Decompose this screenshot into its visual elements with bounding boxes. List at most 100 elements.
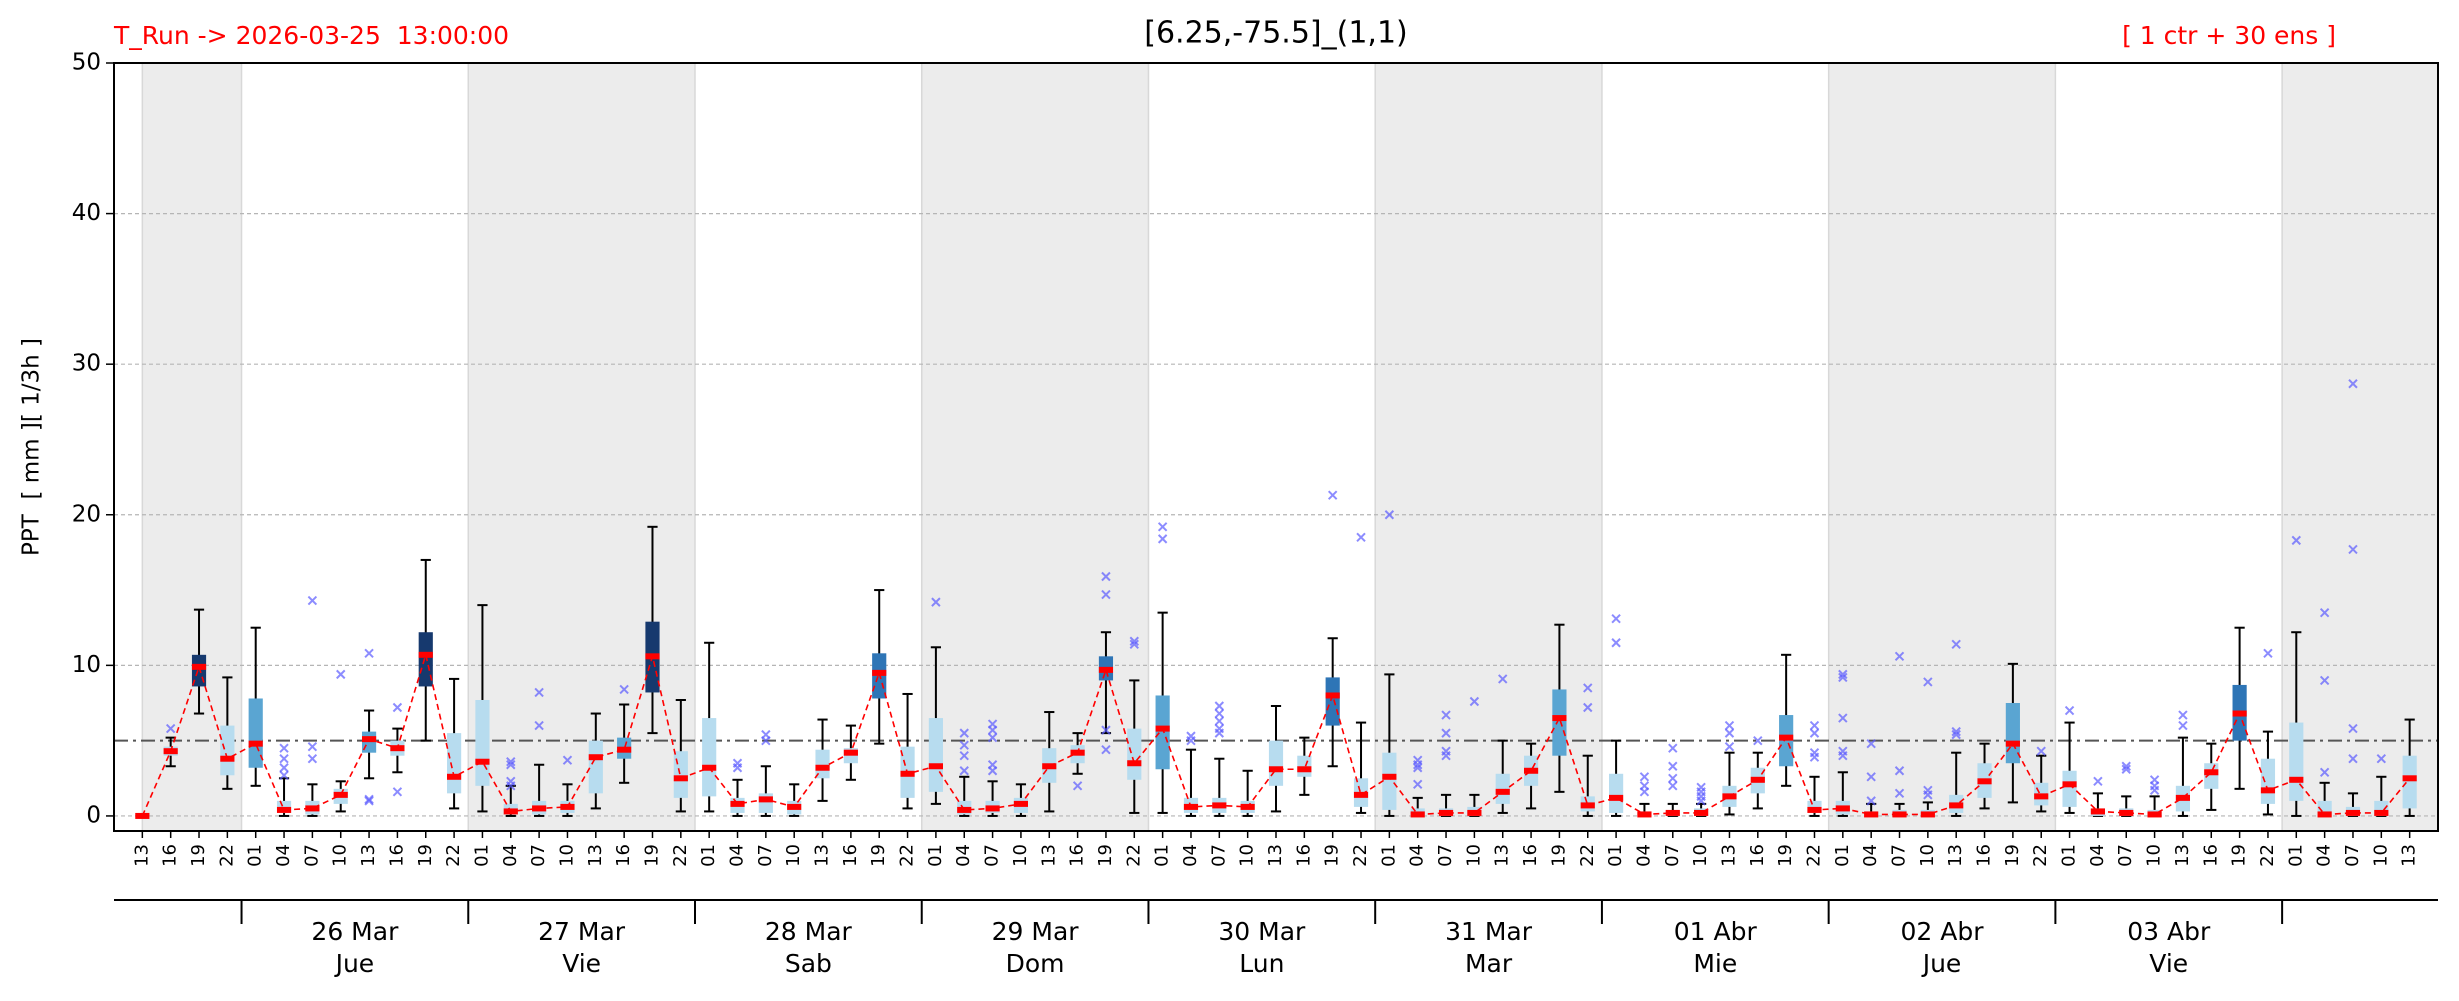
box <box>1779 715 1794 767</box>
day-date: 30 Mar <box>1218 917 1306 946</box>
outlier <box>1072 781 1083 791</box>
outlier <box>987 766 998 776</box>
outlier <box>1923 790 1933 800</box>
outlier <box>1611 613 1621 624</box>
box <box>673 751 688 798</box>
box <box>758 793 773 813</box>
outlier <box>2178 710 2188 720</box>
day-shade <box>142 63 242 831</box>
x-tick-label: 04 <box>953 844 974 867</box>
outlier <box>959 740 969 750</box>
outlier <box>959 728 969 738</box>
outlier <box>1923 677 1933 687</box>
outlier <box>1724 741 1735 752</box>
chart-title: [6.25,-75.5]_(1,1) <box>1144 16 1407 51</box>
day-weekday: Mie <box>1693 949 1737 978</box>
x-tick-label: 07 <box>1435 844 1456 867</box>
members-label: [ 1 ctr + 30 ens ] <box>2122 21 2336 50</box>
x-tick-label: 13 <box>1492 844 1513 867</box>
box <box>418 632 433 687</box>
x-tick-label: 04 <box>727 844 748 867</box>
outlier <box>1668 773 1678 784</box>
outlier <box>987 732 998 743</box>
outlier <box>761 735 771 746</box>
box <box>2062 770 2077 807</box>
outlier <box>562 755 573 765</box>
outlier <box>2348 754 2358 764</box>
y-tick-label: 20 <box>72 501 101 527</box>
outlier <box>1809 752 1820 762</box>
outlier <box>1101 589 1111 600</box>
outlier <box>1214 728 1225 738</box>
y-tick-label: 0 <box>86 802 101 828</box>
x-tick-label: 16 <box>1293 844 1314 867</box>
day-shade <box>468 63 695 831</box>
box <box>1127 728 1142 780</box>
outlier <box>1413 763 1423 773</box>
outlier <box>1809 728 1820 738</box>
x-tick-label: 13 <box>812 844 833 867</box>
x-tick-label: 07 <box>755 844 776 867</box>
x-tick-label: 13 <box>358 844 379 867</box>
outlier <box>1894 766 1905 776</box>
x-tick-label: 19 <box>641 844 662 867</box>
outlier <box>1668 743 1678 753</box>
outlier <box>2064 705 2075 716</box>
x-tick-label: 13 <box>1038 844 1059 867</box>
x-tick-label: 22 <box>1577 844 1598 867</box>
outlier <box>1129 639 1139 649</box>
outlier <box>1384 510 1395 520</box>
outlier <box>392 787 403 797</box>
outlier <box>279 770 289 780</box>
outlier <box>1639 772 1650 782</box>
outlier <box>1186 735 1196 746</box>
x-tick-label: 07 <box>2342 844 2363 867</box>
box <box>1382 752 1397 810</box>
outlier <box>336 669 346 680</box>
box <box>2260 758 2276 804</box>
x-tick-label: 07 <box>982 844 1003 867</box>
outlier <box>534 720 544 731</box>
outlier <box>364 648 374 659</box>
box <box>872 653 887 699</box>
day-shade <box>2282 63 2438 831</box>
x-tick-label: 07 <box>1208 844 1229 867</box>
box <box>1609 773 1624 813</box>
outlier <box>2093 776 2103 787</box>
outlier <box>2121 764 2131 774</box>
box <box>1325 677 1340 726</box>
control-line <box>141 651 2411 817</box>
x-tick-label: 19 <box>1775 844 1796 867</box>
outlier <box>307 741 318 752</box>
outlier <box>1866 772 1876 782</box>
day-date: 01 Abr <box>1674 917 1758 946</box>
outlier <box>1583 702 1593 713</box>
day-shade <box>1375 63 1602 831</box>
x-tick-label: 16 <box>1974 844 1995 867</box>
outlier <box>1696 796 1706 806</box>
day-weekday: Dom <box>1006 949 1065 978</box>
outlier <box>1668 781 1678 791</box>
box <box>702 718 717 797</box>
day-date: 03 Abr <box>2127 917 2211 946</box>
outlier <box>1753 735 1763 746</box>
day-weekday: Sab <box>785 949 832 978</box>
outlier <box>732 763 743 773</box>
x-tick-label: 22 <box>1803 844 1824 867</box>
x-tick-label: 13 <box>2172 844 2193 867</box>
x-tick-label: 22 <box>2257 844 2278 867</box>
x-tick-label: 16 <box>1520 844 1541 867</box>
x-tick-label: 04 <box>500 844 521 867</box>
y-tick-label: 50 <box>72 50 101 76</box>
outlier <box>1866 738 1876 749</box>
x-tick-label: 22 <box>443 844 464 867</box>
x-tick-label: 16 <box>1747 844 1768 867</box>
day-shade <box>921 63 1149 831</box>
box <box>815 749 830 779</box>
outlier <box>1214 701 1225 711</box>
outlier <box>506 757 516 767</box>
outlier <box>279 743 289 753</box>
run-label: T_Run -> 2026-03-25 13:00:00 <box>113 21 509 50</box>
outlier <box>1356 532 1366 543</box>
